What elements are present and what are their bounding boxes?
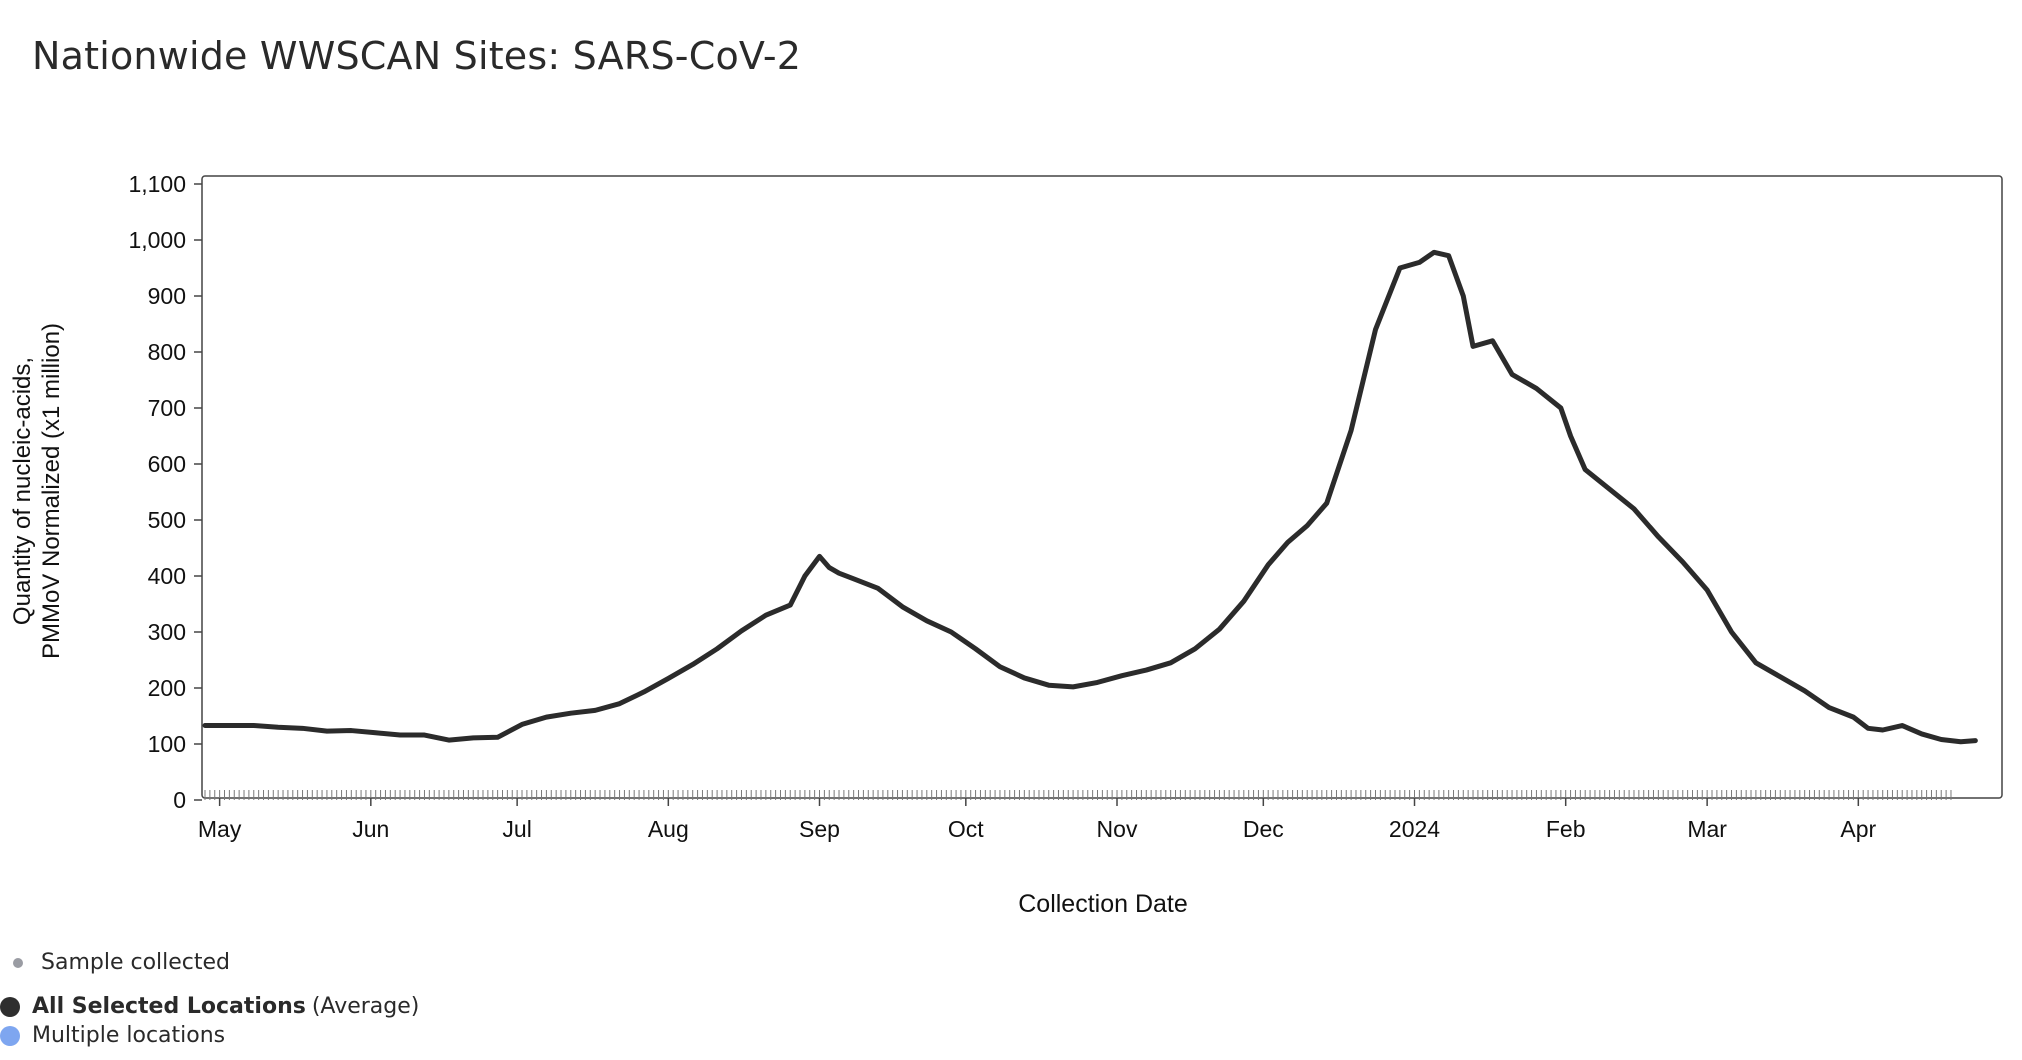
legend-item-multiple-locations[interactable]: Multiple locations	[0, 1023, 225, 1048]
x-tick-label: Oct	[948, 816, 984, 842]
x-tick-label: 2024	[1389, 816, 1440, 842]
x-tick-label: Nov	[1097, 816, 1138, 842]
y-tick-label: 400	[148, 563, 186, 589]
legend-label-multiple-locations: Multiple locations	[32, 1023, 226, 1048]
y-tick-label: 600	[148, 451, 186, 477]
chart-title: Nationwide WWSCAN Sites: SARS-CoV-2	[32, 34, 802, 78]
multiple-locations-dot-icon	[0, 1025, 20, 1046]
y-axis-label: Quantity of nucleic-acids,PMMoV Normaliz…	[9, 323, 65, 659]
x-tick-label: May	[198, 816, 242, 842]
y-tick-label: 500	[148, 507, 186, 533]
all-locations-dot-icon	[0, 996, 20, 1017]
legend-label-all-selected: All Selected Locations	[32, 994, 306, 1019]
legend-label-average: (Average)	[311, 994, 420, 1019]
x-tick-label: Feb	[1546, 816, 1586, 842]
y-tick-label: 900	[148, 283, 186, 309]
plot-frame	[201, 175, 2003, 799]
legend-label-sample-collected: Sample collected	[41, 950, 231, 975]
y-tick-label: 700	[148, 395, 186, 421]
y-tick-label: 1,000	[128, 227, 186, 253]
x-tick-label: Apr	[1840, 816, 1876, 842]
x-tick-label: Sep	[799, 816, 840, 842]
x-axis-label: Collection Date	[1018, 890, 1188, 918]
y-tick-label: 200	[148, 675, 186, 701]
y-tick-label: 1,100	[128, 171, 186, 197]
sample-collected-rug	[204, 790, 1952, 800]
sample-dot-icon	[13, 957, 23, 968]
x-tick-label: Dec	[1243, 816, 1284, 842]
x-tick-label: Jun	[352, 816, 389, 842]
x-tick-label: Jul	[502, 816, 531, 842]
y-tick-label: 0	[173, 787, 186, 813]
series-line	[202, 249, 1978, 745]
y-axis-label-line: PMMoV Normalized (x1 million)	[38, 323, 65, 659]
legend-item-all-selected-locations[interactable]: All Selected Locations (Average)	[0, 994, 419, 1019]
y-tick-label: 300	[148, 619, 186, 645]
legend-item-sample-collected: Sample collected	[0, 950, 230, 975]
y-axis-label-line: Quantity of nucleic-acids,	[9, 357, 36, 625]
x-tick-label: Mar	[1687, 816, 1727, 842]
y-tick-label: 100	[148, 731, 186, 757]
y-tick-label: 800	[148, 339, 186, 365]
x-tick-label: Aug	[648, 816, 689, 842]
